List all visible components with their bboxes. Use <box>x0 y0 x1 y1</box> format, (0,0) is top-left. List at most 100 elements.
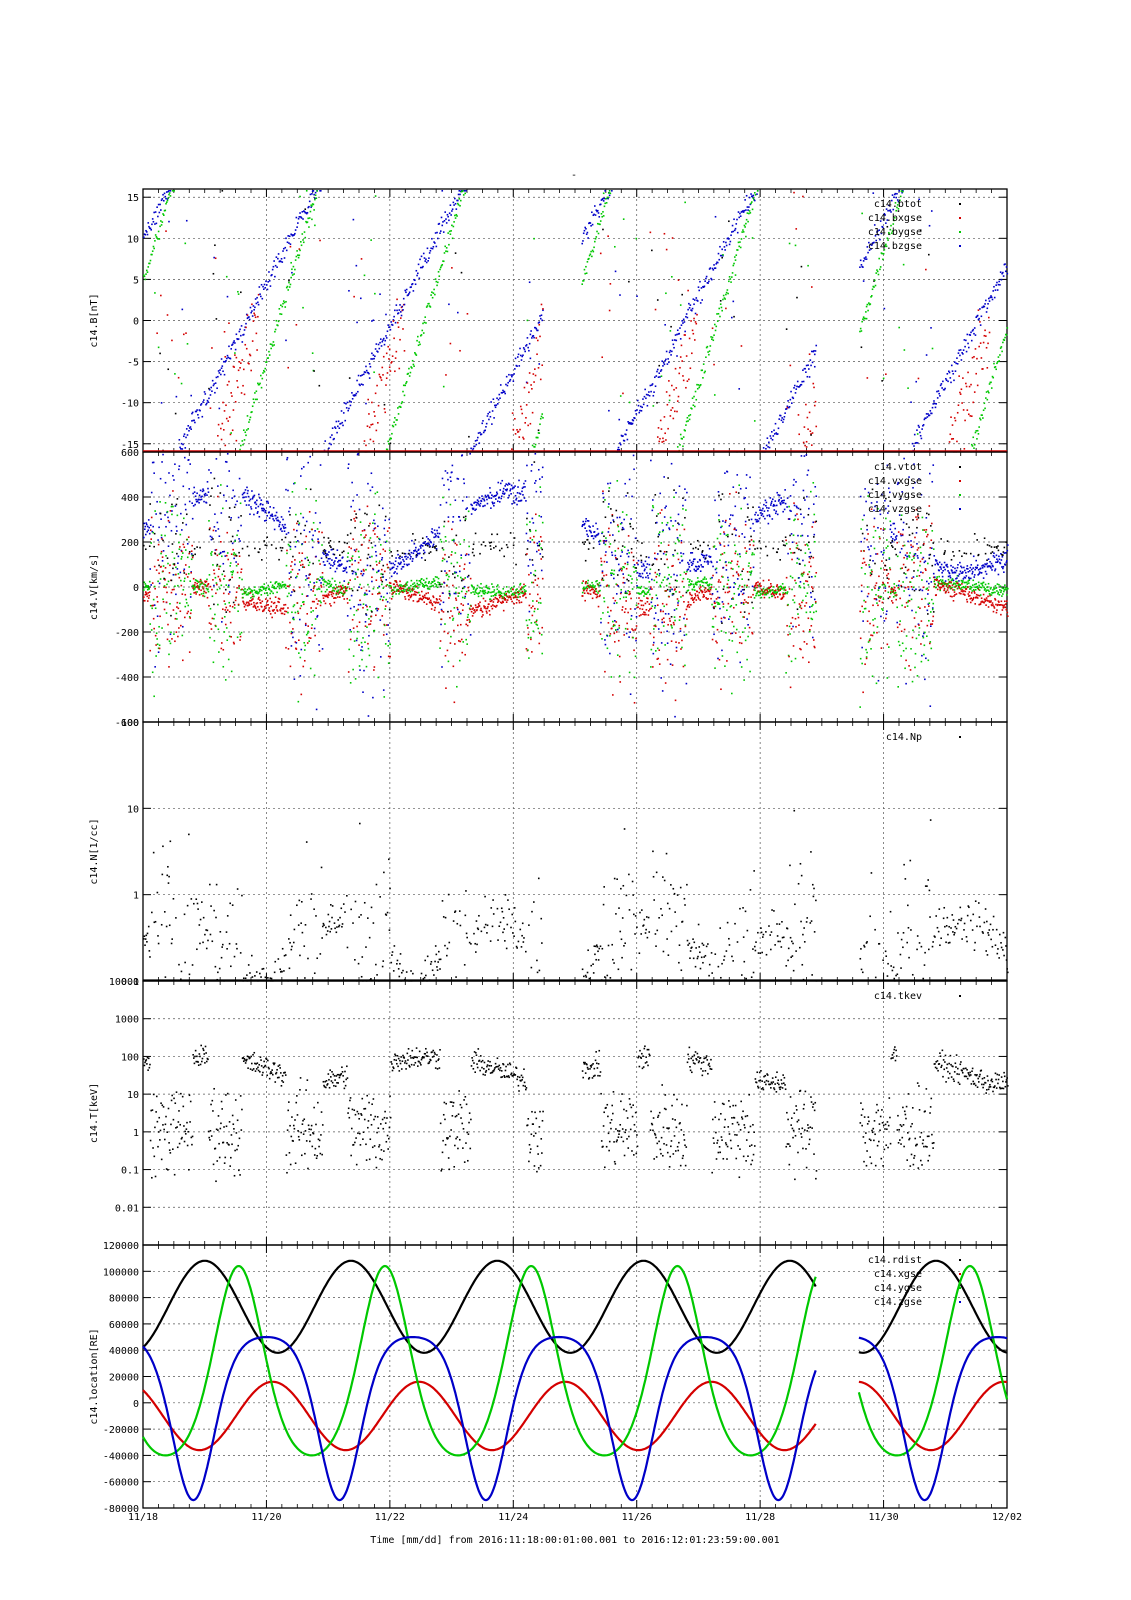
data-point <box>539 602 542 604</box>
data-point <box>682 318 685 321</box>
data-point <box>356 625 358 628</box>
data-point <box>285 533 288 535</box>
data-point <box>715 325 718 328</box>
data-point <box>232 409 235 411</box>
data-point <box>971 356 974 359</box>
data-point <box>1006 327 1009 329</box>
data-point <box>511 374 514 376</box>
data-point <box>355 513 357 515</box>
data-point <box>423 542 426 545</box>
data-point <box>898 326 900 329</box>
data-point <box>172 563 175 565</box>
data-point <box>930 210 933 212</box>
data-point <box>505 586 508 588</box>
data-point <box>230 553 233 555</box>
data-point <box>312 534 314 537</box>
data-point <box>349 579 351 581</box>
data-point <box>346 597 349 600</box>
data-point <box>950 364 953 367</box>
data-point <box>421 266 424 269</box>
data-point <box>722 254 724 257</box>
data-point <box>440 599 442 602</box>
data-point <box>164 195 167 198</box>
data-point <box>248 504 250 506</box>
data-point <box>238 584 240 587</box>
data-point <box>895 209 898 212</box>
data-point <box>429 585 432 588</box>
data-point <box>155 632 158 635</box>
data-point <box>225 627 228 629</box>
data-point <box>343 569 346 572</box>
data-point <box>377 593 379 595</box>
data-point <box>383 624 386 627</box>
data-point <box>458 198 461 200</box>
data-point <box>419 258 421 261</box>
data-point <box>422 332 425 334</box>
data-point <box>220 358 223 360</box>
data-point <box>539 315 541 317</box>
data-point <box>226 453 229 455</box>
data-point <box>404 289 407 292</box>
data-point <box>192 492 194 495</box>
data-point <box>521 490 523 493</box>
data-point <box>873 224 876 226</box>
data-point <box>289 621 291 624</box>
data-point <box>392 566 395 569</box>
data-point <box>320 586 323 588</box>
data-point <box>144 548 147 551</box>
data-point <box>591 597 594 600</box>
data-point <box>506 488 508 491</box>
data-point <box>477 606 479 608</box>
data-point <box>194 591 197 594</box>
data-point <box>454 202 457 205</box>
data-point <box>262 588 265 590</box>
data-point <box>403 585 406 588</box>
data-point <box>152 598 155 601</box>
data-point <box>237 563 239 565</box>
data-point <box>959 393 962 395</box>
data-point <box>961 402 963 404</box>
data-point <box>965 382 967 385</box>
data-point <box>390 562 392 565</box>
data-point <box>223 410 226 412</box>
data-point <box>333 601 336 604</box>
data-point <box>371 546 374 549</box>
data-point <box>390 598 393 600</box>
data-point <box>393 586 395 589</box>
data-point <box>188 488 191 490</box>
data-point <box>478 591 481 594</box>
data-point <box>160 534 163 537</box>
data-point <box>395 581 398 583</box>
data-point <box>890 211 892 213</box>
data-point <box>885 243 887 246</box>
data-point <box>268 350 270 353</box>
data-point <box>587 579 589 582</box>
data-point <box>807 364 809 367</box>
data-point <box>227 420 230 422</box>
data-point <box>878 257 880 260</box>
data-point <box>887 209 889 212</box>
data-point <box>284 523 286 526</box>
data-point <box>526 464 528 467</box>
data-point <box>464 577 467 579</box>
data-point <box>507 590 510 592</box>
data-point <box>476 587 478 590</box>
data-point <box>277 257 279 260</box>
data-point <box>896 192 898 195</box>
data-point <box>431 546 434 548</box>
data-point <box>308 561 311 564</box>
data-point <box>328 447 330 450</box>
data-point <box>159 615 161 618</box>
data-point <box>297 256 300 259</box>
data-point <box>333 437 335 440</box>
data-point <box>455 592 457 595</box>
data-point <box>709 345 712 347</box>
data-point <box>359 599 361 602</box>
data-point <box>273 528 276 531</box>
data-point <box>439 230 442 232</box>
data-point <box>158 572 160 575</box>
data-point <box>248 316 250 318</box>
data-point <box>671 339 674 342</box>
data-point <box>902 190 904 193</box>
data-point <box>215 530 217 532</box>
